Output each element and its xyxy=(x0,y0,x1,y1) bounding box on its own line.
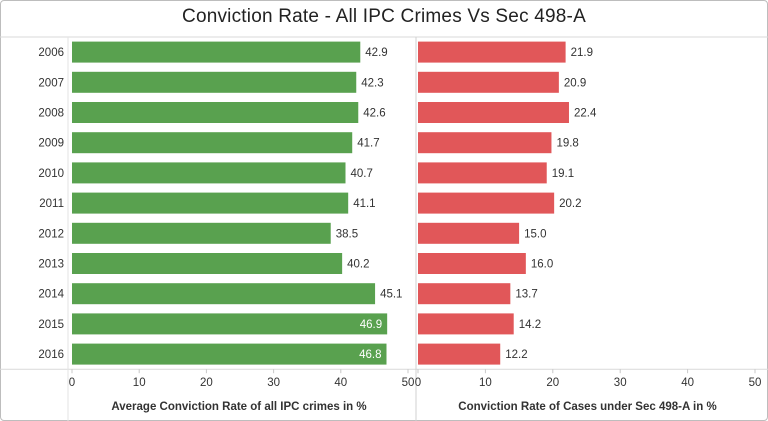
chart-title: Conviction Rate - All IPC Crimes Vs Sec … xyxy=(182,6,586,27)
ipc-bar-2009 xyxy=(72,132,353,154)
sec498a-bar-2016 xyxy=(418,343,501,365)
ipc-bar-2008 xyxy=(72,102,359,123)
ipc-tick-label-30: 30 xyxy=(267,377,280,389)
sec498a-tick-label-30: 30 xyxy=(614,377,627,389)
sec498a-axis-title: Conviction Rate of Cases under Sec 498-A… xyxy=(458,401,716,413)
ipc-value-label-2016: 46.8 xyxy=(359,349,381,361)
ipc-value-label-2007: 42.3 xyxy=(361,77,383,89)
sec498a-value-label-2016: 12.2 xyxy=(505,349,527,361)
year-label-2011: 2011 xyxy=(39,198,64,210)
sec498a-tick-label-40: 40 xyxy=(681,377,694,389)
sec498a-bar-2014 xyxy=(418,283,511,305)
ipc-bar-2015 xyxy=(72,313,388,335)
ipc-bar-2016 xyxy=(72,343,387,365)
sec498a-bar-2013 xyxy=(418,253,526,274)
sec498a-value-label-2012: 15.0 xyxy=(524,228,546,240)
sec498a-value-label-2009: 19.8 xyxy=(556,138,578,150)
ipc-axis-title: Average Conviction Rate of all IPC crime… xyxy=(111,401,366,413)
ipc-bar-2011 xyxy=(72,192,349,214)
ipc-bar-2010 xyxy=(72,162,346,184)
year-label-2008: 2008 xyxy=(38,108,64,120)
year-label-2010: 2010 xyxy=(38,168,64,180)
sec498a-value-label-2010: 19.1 xyxy=(552,168,574,180)
ipc-tick-label-20: 20 xyxy=(200,377,213,389)
ipc-bar-2007 xyxy=(72,71,357,93)
ipc-value-label-2008: 42.6 xyxy=(363,108,385,120)
year-label-2009: 2009 xyxy=(38,138,64,150)
sec498a-bar-2010 xyxy=(418,162,547,184)
sec498a-value-label-2008: 22.4 xyxy=(574,108,597,120)
sec498a-bar-2015 xyxy=(418,313,514,335)
sec498a-value-label-2013: 16.0 xyxy=(531,259,553,271)
ipc-value-label-2015: 46.9 xyxy=(360,319,382,331)
sec498a-value-label-2006: 21.9 xyxy=(571,47,593,59)
ipc-value-label-2012: 38.5 xyxy=(336,228,358,240)
year-label-2006: 2006 xyxy=(38,47,64,59)
sec498a-bar-2008 xyxy=(418,102,569,123)
year-label-2015: 2015 xyxy=(38,319,64,331)
sec498a-tick-label-50: 50 xyxy=(749,377,762,389)
sec498a-bar-2006 xyxy=(418,41,566,63)
sec498a-bar-2011 xyxy=(418,192,555,214)
ipc-tick-label-50: 50 xyxy=(402,377,415,389)
ipc-bar-2014 xyxy=(72,283,376,305)
sec498a-bar-2007 xyxy=(418,71,559,93)
ipc-bar-2013 xyxy=(72,253,343,274)
year-label-2007: 2007 xyxy=(38,77,64,89)
sec498a-bar-2009 xyxy=(418,132,552,154)
ipc-value-label-2011: 41.1 xyxy=(353,198,375,210)
sec498a-value-label-2007: 20.9 xyxy=(564,77,586,89)
year-label-2016: 2016 xyxy=(38,349,64,361)
ipc-value-label-2009: 41.7 xyxy=(357,138,379,150)
ipc-value-label-2006: 42.9 xyxy=(365,47,387,59)
year-label-2014: 2014 xyxy=(38,289,64,301)
sec498a-value-label-2011: 20.2 xyxy=(559,198,581,210)
sec498a-bar-2012 xyxy=(418,222,520,244)
sec498a-value-label-2015: 14.2 xyxy=(519,319,541,331)
ipc-value-label-2010: 40.7 xyxy=(351,168,373,180)
ipc-value-label-2013: 40.2 xyxy=(347,259,369,271)
sec498a-tick-label-0: 0 xyxy=(415,377,421,389)
year-label-2013: 2013 xyxy=(38,259,64,271)
year-label-2012: 2012 xyxy=(38,228,64,240)
sec498a-tick-label-10: 10 xyxy=(479,377,492,389)
ipc-tick-label-10: 10 xyxy=(133,377,146,389)
ipc-bar-2006 xyxy=(72,41,361,63)
ipc-tick-label-40: 40 xyxy=(334,377,347,389)
ipc-tick-label-0: 0 xyxy=(69,377,75,389)
ipc-value-label-2014: 45.1 xyxy=(380,289,402,301)
sec498a-value-label-2014: 13.7 xyxy=(515,289,537,301)
ipc-bar-2012 xyxy=(72,222,331,244)
sec498a-tick-label-20: 20 xyxy=(546,377,559,389)
